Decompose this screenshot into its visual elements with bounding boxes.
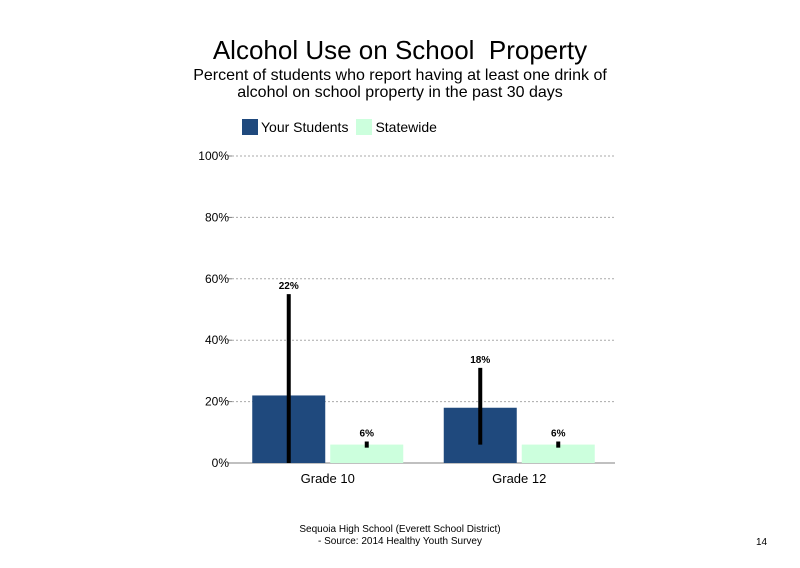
- y-tick-label: 60%: [205, 272, 229, 286]
- y-tick-label: 80%: [205, 210, 229, 224]
- bar-statewide: [521, 444, 595, 463]
- data-label: 22%: [279, 281, 299, 292]
- x-category-label: Grade 10: [301, 471, 355, 486]
- legend-swatch-your-students: [242, 119, 258, 135]
- y-tick-label: 0%: [212, 456, 230, 470]
- footer-source: - Source: 2014 Healthy Youth Survey: [318, 536, 482, 547]
- chart-title: Alcohol Use on School Property: [212, 35, 588, 65]
- chart-subtitle: Percent of students who report having at…: [193, 67, 607, 101]
- y-tick-label: 40%: [205, 333, 229, 347]
- data-label: 18%: [470, 355, 490, 366]
- y-tick-label: 100%: [198, 149, 229, 163]
- page-number: 14: [756, 537, 768, 548]
- y-tick-label: 20%: [205, 395, 229, 409]
- legend-swatch-statewide: [356, 119, 373, 135]
- data-label: 6%: [360, 429, 375, 440]
- legend-label-statewide: Statewide: [375, 119, 437, 135]
- footer: Sequoia High School (Everett School Dist…: [0, 524, 800, 548]
- x-category-label: Grade 12: [492, 471, 546, 486]
- bar-statewide: [330, 444, 404, 463]
- legend-item-your-students: Your Students: [242, 119, 348, 135]
- footer-school: Sequoia High School (Everett School Dist…: [299, 524, 501, 535]
- legend-item-statewide: Statewide: [356, 119, 437, 135]
- legend: Your Students Statewide: [242, 119, 445, 135]
- data-label: 6%: [551, 429, 566, 440]
- legend-label-your-students: Your Students: [261, 119, 349, 135]
